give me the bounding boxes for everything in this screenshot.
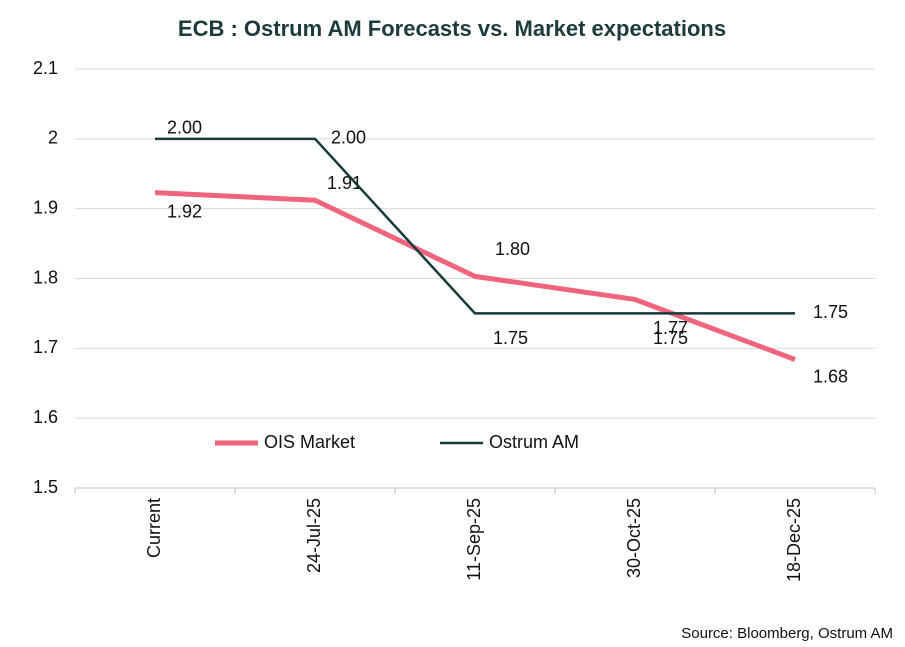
x-tick-label: 11-Sep-25: [464, 498, 484, 581]
x-tick-label: Current: [144, 498, 164, 558]
legend-label: Ostrum AM: [489, 432, 579, 452]
value-label: 2.00: [167, 118, 202, 138]
value-label: 1.77: [653, 318, 688, 338]
value-label: 2.00: [331, 128, 366, 148]
y-tick-label: 1.5: [33, 477, 58, 497]
y-tick-label: 2: [48, 128, 58, 148]
chart-title: ECB : Ostrum AM Forecasts vs. Market exp…: [178, 16, 726, 41]
value-label: 1.68: [813, 366, 848, 386]
value-label: 1.75: [493, 328, 528, 348]
value-label: 1.80: [495, 239, 530, 259]
legend-label: OIS Market: [264, 432, 355, 452]
y-tick-label: 1.9: [33, 197, 58, 217]
data-line: [154, 190, 796, 362]
value-label: 1.92: [167, 201, 202, 221]
value-label: 1.91: [327, 173, 362, 193]
x-tick-label: 24-Jul-25: [304, 498, 324, 573]
y-tick-label: 1.8: [33, 267, 58, 287]
source-note: Source: Bloomberg, Ostrum AM: [681, 625, 893, 642]
y-tick-label: 1.6: [33, 407, 58, 427]
x-tick-label: 18-Dec-25: [784, 498, 804, 582]
y-tick-label: 1.7: [33, 337, 58, 357]
value-label: 1.75: [813, 302, 848, 322]
value-label: 1.75: [653, 328, 688, 348]
x-tick-label: 30-Oct-25: [624, 498, 644, 578]
data-line: [155, 137, 795, 315]
y-tick-label: 2.1: [33, 58, 58, 78]
